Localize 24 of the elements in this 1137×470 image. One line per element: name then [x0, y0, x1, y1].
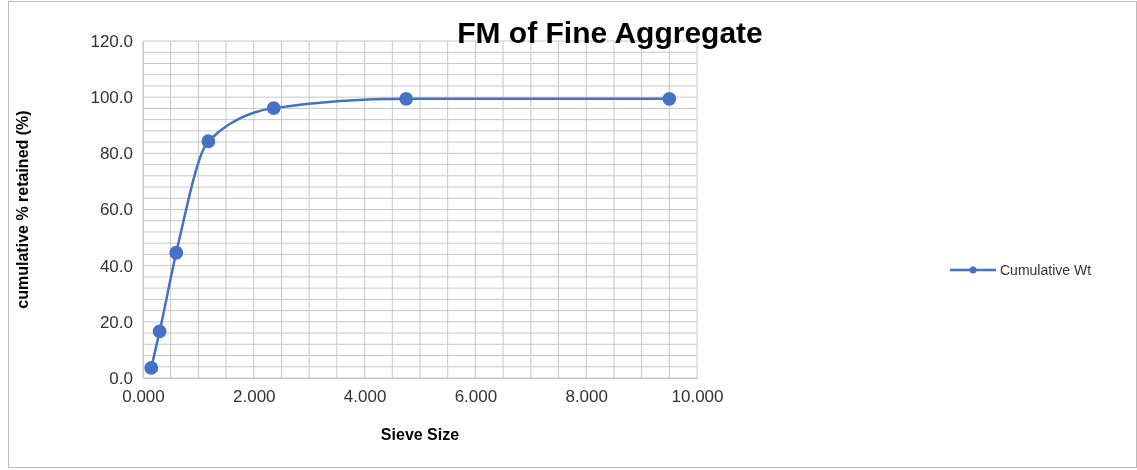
x-axis-title: Sieve Size — [380, 426, 460, 443]
point — [144, 360, 159, 375]
x-tick-label: 4.000 — [343, 387, 387, 407]
x-tick-label: 2.000 — [233, 387, 276, 407]
y-tick-label: 120.0 — [90, 31, 133, 51]
x-tick-label: 10.000 — [671, 387, 724, 407]
y-tick-label: 40.0 — [99, 256, 133, 276]
point — [399, 91, 414, 106]
y-tick-label: 60.0 — [99, 200, 133, 220]
x-tick-label: 6.000 — [454, 387, 498, 407]
point — [266, 101, 281, 116]
y-axis-title: cumulative % retained (%) — [14, 110, 31, 309]
y-tick-label: 80.0 — [99, 144, 133, 164]
point — [169, 245, 184, 260]
legend-label: Cumulative Wt — [1000, 262, 1092, 278]
x-tick-label: 0.000 — [122, 387, 165, 407]
point — [201, 134, 216, 149]
x-tick-label: 8.000 — [565, 387, 608, 407]
point — [662, 91, 677, 106]
chart-title: FM of Fine Aggregate — [457, 16, 763, 49]
point — [152, 324, 167, 339]
y-tick-label: 0.0 — [109, 368, 133, 388]
y-tick-label: 100.0 — [90, 88, 133, 108]
y-tick-label: 20.0 — [99, 312, 133, 332]
